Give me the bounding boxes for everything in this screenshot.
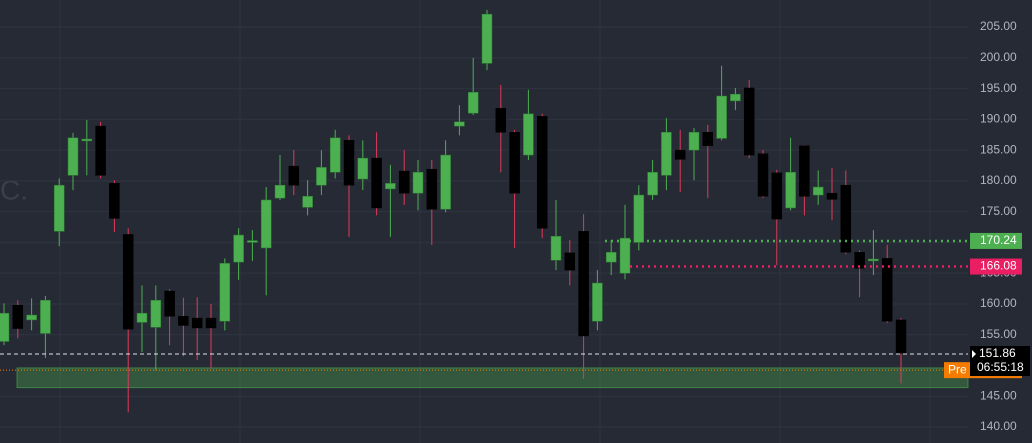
candle-body xyxy=(495,108,507,133)
candle-body xyxy=(826,192,838,200)
candle-body xyxy=(812,186,824,196)
candle-body xyxy=(398,170,410,194)
y-tick-label: 140.00 xyxy=(980,419,1017,433)
candle-body xyxy=(799,145,810,197)
candle-body xyxy=(329,137,341,173)
price-label-box xyxy=(970,258,1022,275)
candle-body xyxy=(219,263,231,322)
candle-body xyxy=(895,319,907,354)
candle-body xyxy=(26,314,37,321)
y-tick-label: 195.00 xyxy=(980,81,1017,95)
y-tick-label: 185.00 xyxy=(980,142,1017,156)
y-tick-label: 190.00 xyxy=(980,112,1017,126)
candle-body xyxy=(757,153,769,197)
y-tick-label: 200.00 xyxy=(980,50,1017,64)
y-tick-label: 205.00 xyxy=(980,19,1017,33)
candle-body xyxy=(40,300,51,334)
candle-body xyxy=(454,121,465,127)
countdown: 06:55:18 xyxy=(977,360,1024,374)
price-label-box xyxy=(970,232,1022,249)
candle-body xyxy=(343,140,355,186)
candle-body xyxy=(592,282,603,322)
candle-body xyxy=(122,234,134,330)
candle-body xyxy=(426,168,438,210)
candle-body xyxy=(412,172,424,194)
last-price: 151.86 xyxy=(979,346,1016,360)
candle-body xyxy=(385,183,396,190)
candle-body xyxy=(440,154,451,210)
candle-body xyxy=(564,252,576,271)
last-price-box xyxy=(970,346,1030,377)
candle-body xyxy=(12,304,24,329)
candle-body xyxy=(95,125,106,176)
candle-body xyxy=(233,234,244,263)
candle-body xyxy=(191,317,203,329)
candle-body xyxy=(619,237,631,274)
y-tick-label: 155.00 xyxy=(980,327,1017,341)
candle-body xyxy=(136,312,148,323)
candle-body xyxy=(509,132,520,194)
candle-body xyxy=(0,312,10,342)
candle-body xyxy=(868,258,879,262)
candle-body xyxy=(357,157,369,180)
candle-body xyxy=(164,290,175,317)
candle-body xyxy=(274,184,286,199)
watermark: C. xyxy=(0,174,28,205)
candle-body xyxy=(81,138,93,142)
candle-body xyxy=(302,196,313,208)
candle-body xyxy=(785,172,796,209)
y-tick-label: 145.00 xyxy=(980,388,1017,402)
candle-body xyxy=(674,149,686,160)
zone xyxy=(16,367,969,389)
candle-body xyxy=(288,165,300,186)
candle-body xyxy=(247,240,258,243)
candle-body xyxy=(771,172,783,220)
pre-name-box xyxy=(944,362,970,379)
candle-body xyxy=(716,95,727,139)
candle-body xyxy=(702,132,714,147)
candle-body xyxy=(854,252,865,269)
candle-body xyxy=(481,13,493,64)
candle-body xyxy=(578,231,589,337)
y-tick-label: 180.00 xyxy=(980,173,1017,187)
candle-body xyxy=(260,199,272,249)
candle-body xyxy=(178,316,189,326)
candle-body xyxy=(109,183,120,219)
candle-body xyxy=(881,258,893,322)
candle-body xyxy=(467,92,479,114)
candle-body xyxy=(743,87,755,156)
price-label: 166.08 xyxy=(980,259,1017,273)
candle-body xyxy=(661,132,672,176)
candle-body xyxy=(205,317,217,329)
candle-body xyxy=(53,184,65,232)
last-price-arrow xyxy=(972,350,976,359)
candle-body xyxy=(647,172,658,196)
candle-body xyxy=(550,236,562,261)
price-label: 170.24 xyxy=(980,233,1017,247)
candle-body xyxy=(67,137,79,176)
candle-body xyxy=(730,93,741,102)
y-tick-label: 160.00 xyxy=(980,296,1017,310)
candle-body xyxy=(840,184,852,253)
candle-body xyxy=(605,252,617,263)
candle-body xyxy=(688,132,700,151)
candle-body xyxy=(150,300,162,328)
candle-body xyxy=(316,167,327,186)
candle-body xyxy=(371,157,382,209)
pre-name: Pre xyxy=(948,362,967,376)
candle-body xyxy=(523,113,534,156)
candle-body xyxy=(633,194,645,243)
candle-body xyxy=(536,116,548,229)
y-tick-label: 175.00 xyxy=(980,204,1017,218)
